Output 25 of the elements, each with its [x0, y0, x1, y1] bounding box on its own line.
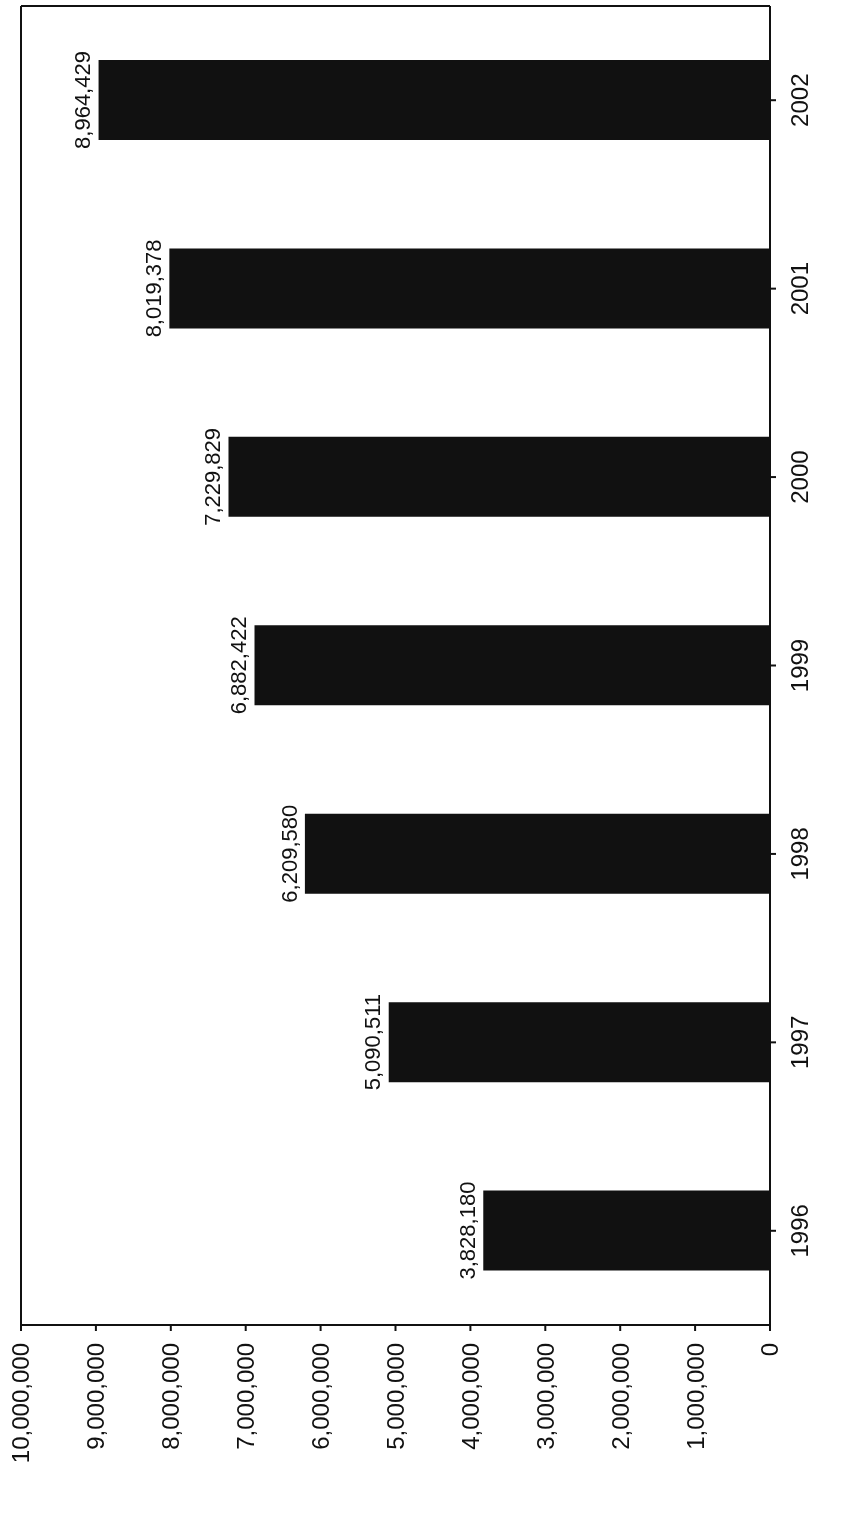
x-tick-label: 5,000,000 — [381, 1343, 409, 1450]
data-label: 6,882,422 — [226, 616, 252, 715]
y-tick-label: 1999 — [786, 638, 814, 693]
data-label: 8,964,429 — [70, 51, 96, 149]
y-tick-label: 1998 — [786, 827, 814, 881]
x-tick-label: 3,000,000 — [531, 1343, 559, 1450]
y-tick-label: 2000 — [786, 450, 814, 504]
x-tick-label: 2,000,000 — [606, 1343, 634, 1450]
x-tick-label: 4,000,000 — [456, 1343, 484, 1450]
data-label: 8,019,378 — [141, 239, 167, 338]
y-tick-label: 2002 — [786, 73, 814, 127]
x-tick-label: 6,000,000 — [307, 1343, 334, 1450]
x-tick-label: 7,000,000 — [232, 1343, 260, 1450]
y-tick-label: 2001 — [786, 261, 814, 316]
x-tick-label: 1,000,000 — [681, 1343, 709, 1450]
x-tick-label: 8,000,000 — [157, 1343, 185, 1450]
x-tick-label: 10,000,000 — [7, 1343, 35, 1464]
y-tick-label: 1997 — [786, 1015, 814, 1070]
data-label: 3,828,180 — [454, 1181, 480, 1280]
data-label: 7,229,829 — [200, 427, 226, 526]
x-tick-label: 9,000,000 — [82, 1343, 110, 1450]
x-tick-label: 0 — [756, 1343, 784, 1357]
data-label: 5,090,511 — [360, 994, 386, 1091]
data-label: 6,209,580 — [276, 804, 302, 903]
y-tick-label: 1996 — [786, 1204, 814, 1258]
